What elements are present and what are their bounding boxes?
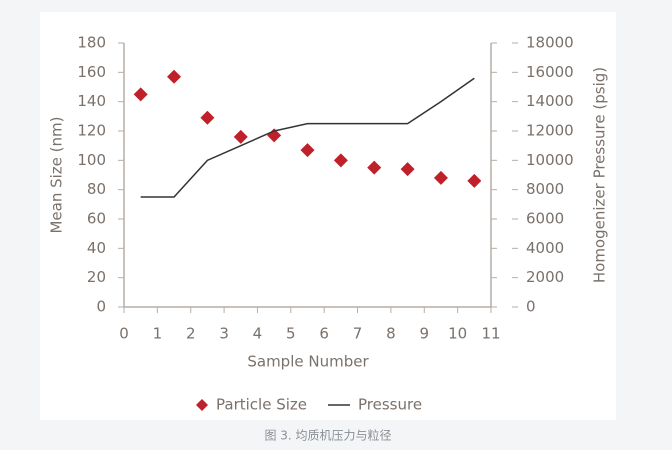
point (200, 110, 215, 125)
x-tick-label: 10 (448, 325, 467, 343)
caption: 图 3. 均质机压力与粒径 (264, 428, 391, 443)
legend-marker (196, 399, 208, 411)
y2-tick-label: 10000 (526, 151, 574, 169)
point (233, 129, 248, 144)
point (400, 162, 415, 177)
y2-tick-label: 4000 (526, 239, 564, 257)
y2-tick-label: 18000 (526, 34, 574, 52)
x-tick-label: 8 (386, 325, 396, 343)
x-tick-label: 3 (219, 325, 229, 343)
point (133, 87, 148, 102)
y2-tick-label: 14000 (526, 92, 574, 110)
y-tick-label: 60 (87, 210, 106, 228)
y-tick-label: 20 (87, 268, 106, 286)
x-tick-label: 5 (286, 325, 296, 343)
y-tick-label: 100 (77, 151, 106, 169)
x-tick-label: 7 (353, 325, 363, 343)
y2-axis-title: Homogenizer Pressure (psig) (591, 67, 609, 283)
y-tick-label: 180 (77, 34, 106, 52)
y2-tick-label: 6000 (526, 210, 564, 228)
point (300, 143, 315, 158)
point (433, 170, 448, 185)
x-tick-label: 1 (153, 325, 163, 343)
x-tick-label: 9 (419, 325, 429, 343)
legend-label: Pressure (358, 396, 422, 414)
y-tick-label: 160 (77, 63, 106, 81)
point (367, 160, 382, 175)
y-tick-label: 120 (77, 122, 106, 140)
point (333, 153, 348, 168)
point (467, 173, 482, 188)
y2-tick-label: 12000 (526, 122, 574, 140)
y2-tick-label: 0 (526, 298, 536, 316)
y-tick-label: 80 (87, 180, 106, 198)
y-axis-title: Mean Size (nm) (48, 116, 66, 233)
legend-label: Particle Size (216, 396, 307, 414)
x-tick-label: 0 (119, 325, 129, 343)
y-tick-label: 0 (96, 298, 106, 316)
point (167, 69, 182, 84)
x-tick-label: 2 (186, 325, 196, 343)
y-tick-label: 140 (77, 92, 106, 110)
y2-tick-label: 2000 (526, 268, 564, 286)
x-tick-label: 6 (319, 325, 329, 343)
x-tick-label: 11 (481, 325, 500, 343)
x-axis-title: Sample Number (247, 353, 369, 371)
y2-tick-label: 8000 (526, 180, 564, 198)
y2-tick-label: 16000 (526, 63, 574, 81)
panel (40, 12, 616, 420)
line (140, 77, 475, 198)
x-tick-label: 4 (253, 325, 263, 343)
y-tick-label: 40 (87, 239, 106, 257)
